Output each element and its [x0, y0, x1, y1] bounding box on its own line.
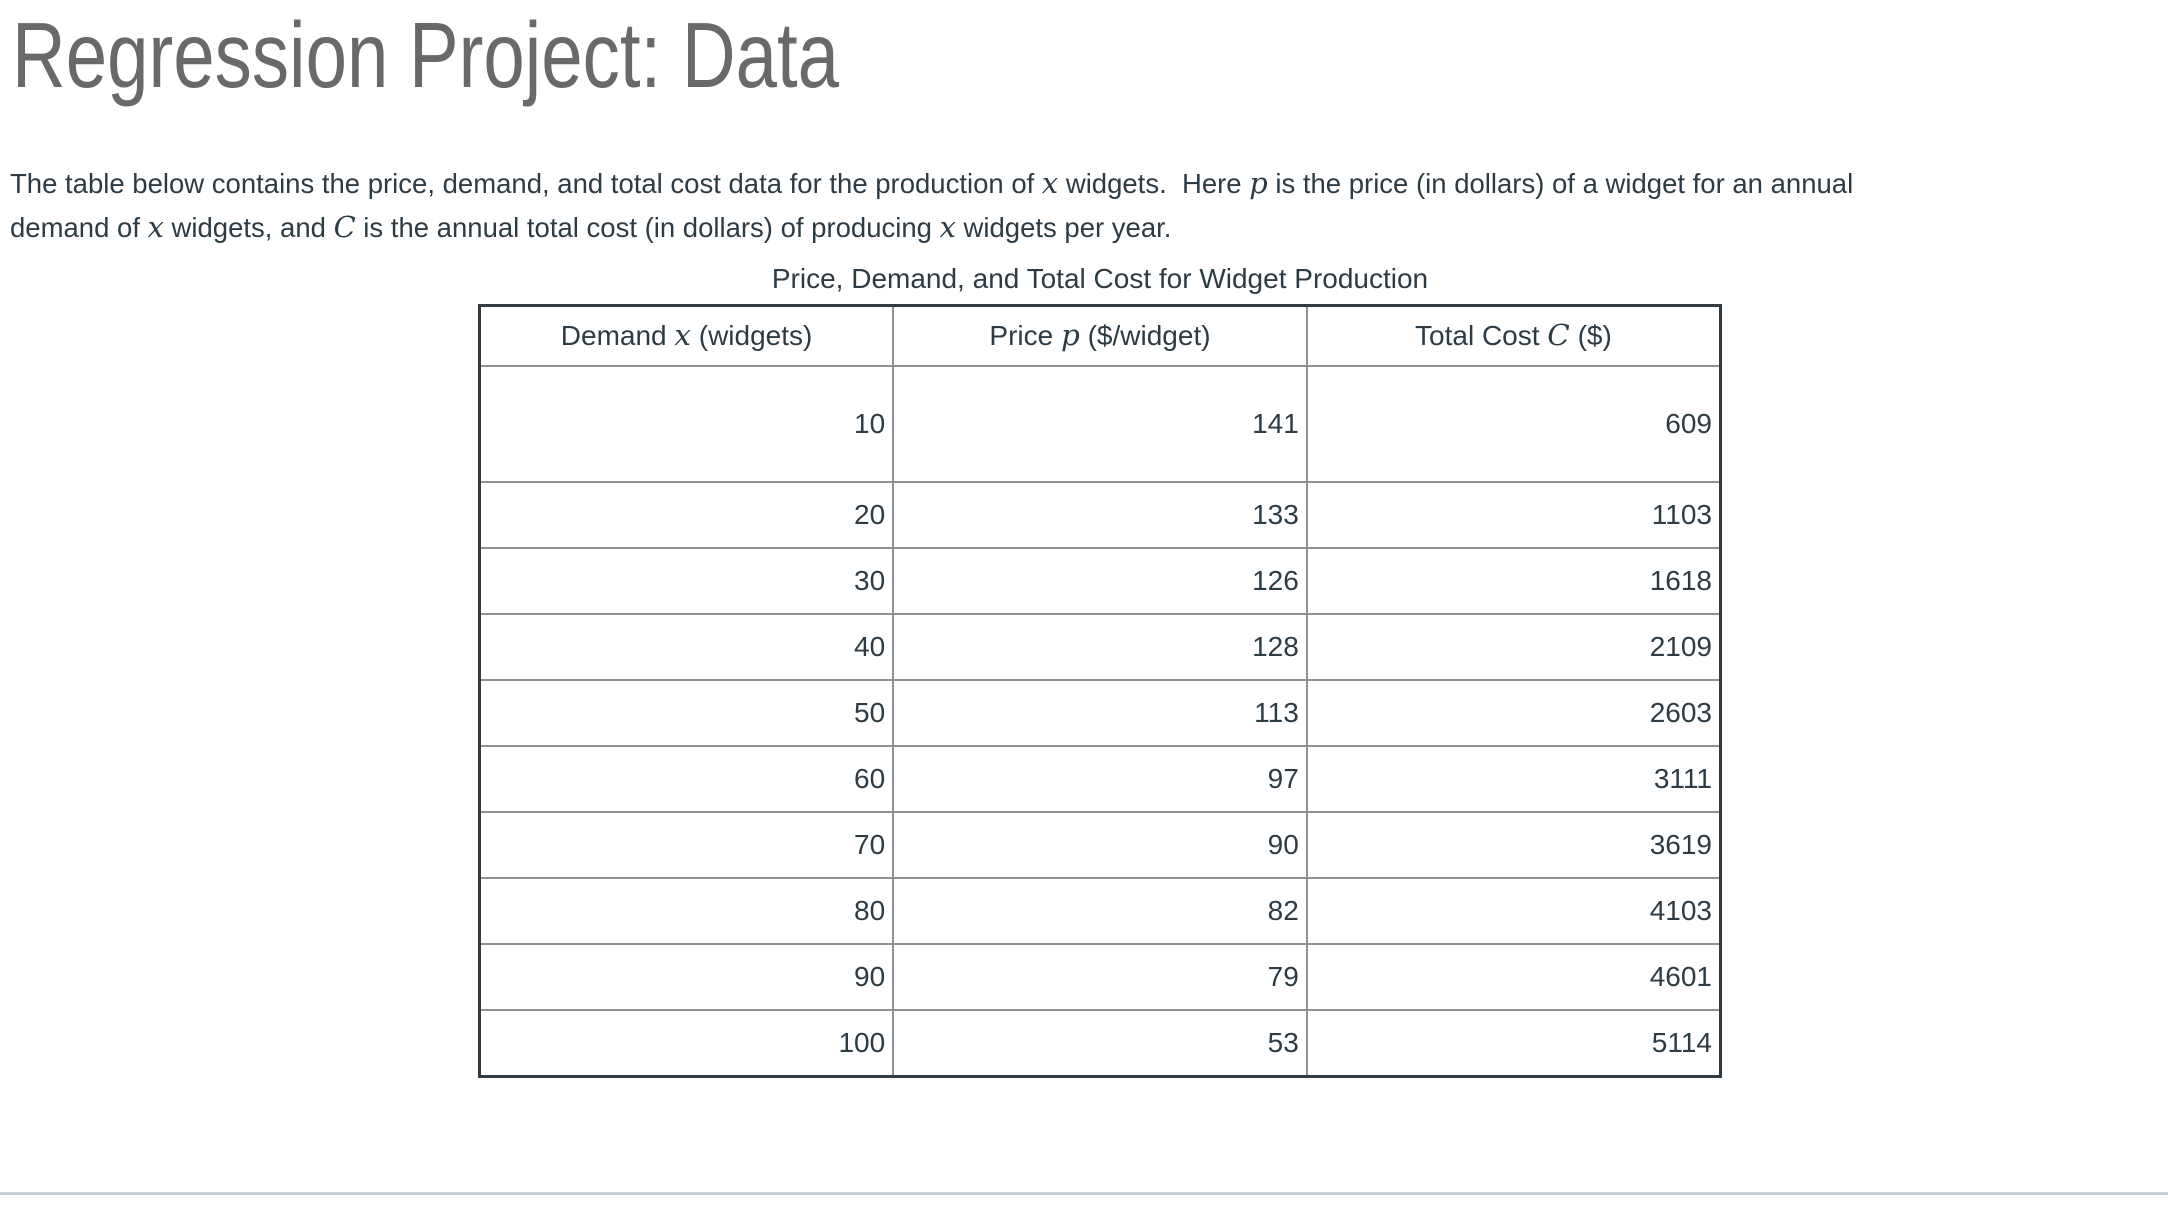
table-cell: 4601 — [1305, 943, 1722, 1011]
table-row: 40 128 2109 — [478, 613, 1722, 681]
table-cell: 141 — [892, 365, 1308, 483]
table-cell: 70 — [478, 811, 895, 879]
table-cell: 90 — [478, 943, 895, 1011]
math-symbol: x — [1041, 165, 1059, 200]
math-symbol: x — [674, 318, 691, 352]
math-symbol: p — [1249, 165, 1268, 200]
table-row: 70 90 3619 — [478, 811, 1722, 879]
text-run: is the price (in dollars) of a widget fo… — [1267, 167, 1854, 199]
table-cell: 10 — [478, 365, 895, 483]
intro-paragraph: The table below contains the price, dema… — [10, 162, 2160, 250]
table-cell: 53 — [892, 1009, 1308, 1078]
table-cell: 60 — [478, 745, 895, 813]
table-cell: 2603 — [1305, 679, 1722, 747]
text-run: ($/widget) — [1079, 320, 1211, 351]
text-run: is the annual total cost (in dollars) of… — [355, 211, 940, 243]
table-cell: 40 — [478, 613, 895, 681]
table-cell: 128 — [892, 613, 1308, 681]
col-header-price: Price p ($/widget) — [892, 304, 1308, 367]
table-cell: 5114 — [1305, 1009, 1722, 1078]
text-run: (widgets) — [690, 320, 813, 351]
text-run: The table below contains the price, dema… — [10, 167, 1042, 199]
math-symbol: C — [333, 209, 356, 244]
math-symbol: C — [1547, 318, 1570, 352]
table-cell: 79 — [892, 943, 1308, 1011]
table-row: 20 133 1103 — [478, 481, 1722, 549]
data-table: Demand x (widgets) Price p ($/widget) Tota… — [478, 304, 1722, 1078]
section-divider — [0, 1192, 2168, 1195]
table-row: 60 97 3111 — [478, 745, 1722, 813]
math-symbol: x — [147, 209, 164, 244]
table-row: 80 82 4103 — [478, 877, 1722, 945]
table-cell: 3619 — [1305, 811, 1722, 879]
col-header-demand: Demand x (widgets) — [478, 304, 895, 367]
table-cell: 20 — [478, 481, 895, 549]
table-row: 50 113 2603 — [478, 679, 1722, 747]
page-title: Regression Project: Data — [12, 3, 840, 107]
table-cell: 90 — [892, 811, 1308, 879]
math-symbol: x — [939, 209, 956, 244]
text-run: ($) — [1569, 320, 1612, 351]
text-run: widgets, and — [163, 211, 334, 243]
table-cell: 609 — [1305, 365, 1722, 483]
table-cell: 1103 — [1305, 481, 1722, 549]
table-cell: 30 — [478, 547, 895, 615]
table-body: 10 141 609 20 133 1103 30 126 1618 40 128 2109 50 113… — [478, 365, 1722, 1078]
table-cell: 82 — [892, 877, 1308, 945]
table-cell: 2109 — [1305, 613, 1722, 681]
table-cell: 100 — [478, 1009, 895, 1078]
text-run: widgets. Here — [1058, 167, 1250, 199]
table-row: 90 79 4601 — [478, 943, 1722, 1011]
table-header-row: Demand x (widgets) Price p ($/widget) Tota… — [478, 304, 1722, 367]
table-cell: 113 — [892, 679, 1308, 747]
table-cell: 126 — [892, 547, 1308, 615]
table-cell: 1618 — [1305, 547, 1722, 615]
table-cell: 4103 — [1305, 877, 1722, 945]
table-cell: 3111 — [1305, 745, 1722, 813]
table-row: 30 126 1618 — [478, 547, 1722, 615]
text-run: widgets per year. — [955, 211, 1172, 243]
math-symbol: p — [1061, 318, 1080, 352]
text-run: Total Cost — [1415, 320, 1548, 351]
text-run: Price — [989, 320, 1061, 351]
table-caption: Price, Demand, and Total Cost for Widget… — [771, 263, 1429, 294]
table-cell: 97 — [892, 745, 1308, 813]
text-run: Demand — [560, 320, 675, 351]
table-row: 10 141 609 — [478, 365, 1722, 483]
table-cell: 133 — [892, 481, 1308, 549]
col-header-total-cost: Total Cost C ($) — [1305, 304, 1722, 367]
table-cell: 80 — [478, 877, 895, 945]
table-row: 100 53 5114 — [478, 1009, 1722, 1078]
text-run: demand of — [10, 211, 148, 243]
table-cell: 50 — [478, 679, 895, 747]
